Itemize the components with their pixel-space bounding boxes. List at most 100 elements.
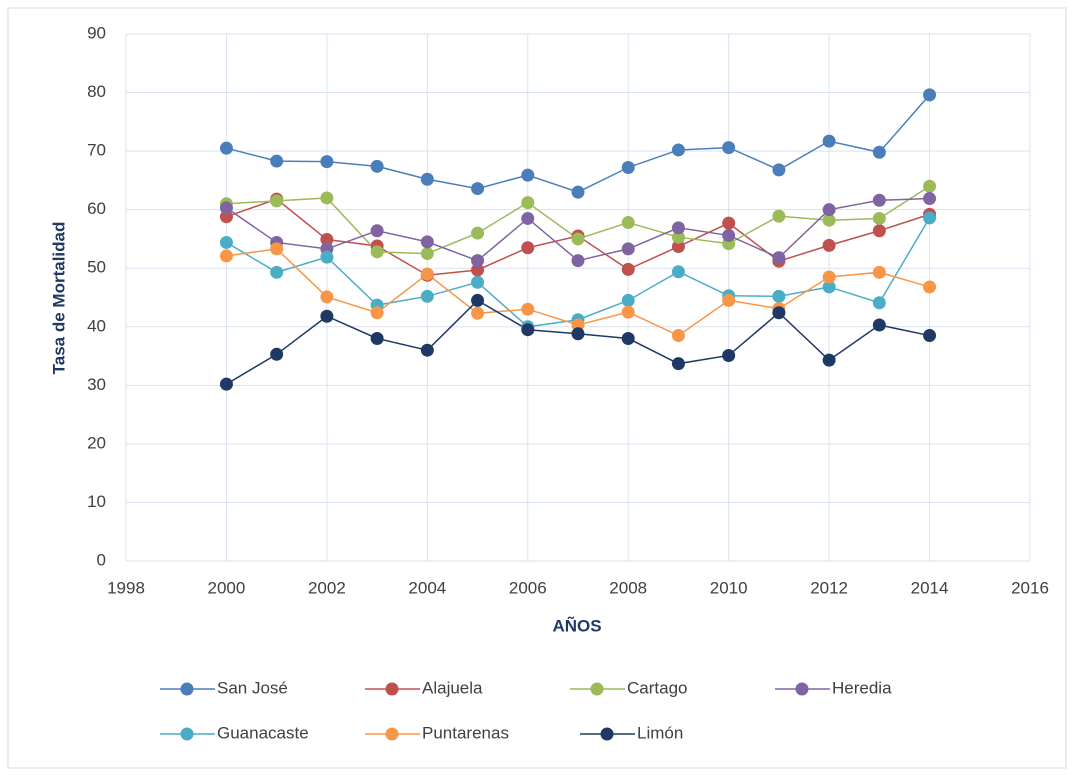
x-tick-label: 2006 — [509, 578, 547, 597]
data-point — [270, 242, 284, 256]
data-point — [320, 250, 334, 264]
data-point — [872, 145, 886, 159]
data-point — [872, 296, 886, 310]
y-tick-label: 40 — [87, 316, 106, 335]
x-tick-label: 2000 — [208, 578, 246, 597]
data-point — [671, 357, 685, 371]
data-point — [370, 224, 384, 238]
legend-marker — [180, 727, 194, 741]
x-tick-label: 2002 — [308, 578, 346, 597]
legend-marker — [180, 682, 194, 696]
legend-label: Cartago — [627, 678, 687, 697]
data-point — [471, 226, 485, 240]
data-point — [320, 233, 334, 247]
data-point — [872, 318, 886, 332]
data-point — [521, 211, 535, 225]
legend-marker — [600, 727, 614, 741]
data-point — [571, 254, 585, 268]
data-point — [370, 245, 384, 259]
data-point — [320, 155, 334, 169]
data-point — [872, 265, 886, 279]
x-axis-title: AÑOS — [552, 615, 601, 635]
data-point — [772, 163, 786, 177]
data-point — [270, 347, 284, 361]
y-tick-label: 90 — [87, 23, 106, 42]
data-point — [923, 179, 937, 193]
data-point — [370, 331, 384, 345]
data-point — [420, 267, 434, 281]
legend-label: Heredia — [832, 678, 892, 697]
y-tick-label: 10 — [87, 492, 106, 511]
data-point — [219, 377, 233, 391]
data-point — [772, 209, 786, 223]
data-point — [923, 280, 937, 294]
data-point — [270, 154, 284, 168]
data-point — [521, 168, 535, 182]
data-point — [571, 232, 585, 246]
legend-label: Alajuela — [422, 678, 483, 697]
data-point — [320, 191, 334, 205]
data-point — [521, 196, 535, 210]
data-point — [822, 238, 836, 252]
data-point — [219, 141, 233, 155]
data-point — [772, 289, 786, 303]
data-point — [722, 293, 736, 307]
data-point — [471, 182, 485, 196]
data-point — [671, 240, 685, 254]
x-tick-label: 2004 — [408, 578, 446, 597]
data-point — [370, 306, 384, 320]
data-point — [923, 88, 937, 102]
legend-label: Guanacaste — [217, 723, 309, 742]
data-point — [370, 159, 384, 173]
data-point — [621, 293, 635, 307]
data-point — [772, 251, 786, 265]
data-point — [471, 263, 485, 277]
y-axis-title: Tasa de Mortalidad — [49, 222, 68, 375]
chart-border — [7, 7, 1067, 769]
data-point — [822, 353, 836, 367]
data-point — [621, 305, 635, 319]
legend-marker — [385, 682, 399, 696]
data-point — [471, 293, 485, 307]
data-point — [621, 161, 635, 175]
legend-marker — [385, 727, 399, 741]
y-tick-label: 50 — [87, 258, 106, 277]
x-tick-label: 2012 — [810, 578, 848, 597]
legend-marker — [795, 682, 809, 696]
data-point — [722, 348, 736, 362]
data-point — [571, 185, 585, 199]
data-point — [822, 213, 836, 227]
x-tick-label: 1998 — [107, 578, 145, 597]
data-point — [521, 241, 535, 255]
data-point — [621, 216, 635, 230]
data-point — [872, 193, 886, 207]
y-tick-label: 30 — [87, 375, 106, 394]
data-point — [219, 235, 233, 249]
x-tick-label: 2010 — [710, 578, 748, 597]
legend-label: San José — [217, 678, 288, 697]
data-point — [521, 302, 535, 316]
legend-label: Puntarenas — [422, 723, 509, 742]
data-point — [923, 192, 937, 206]
data-point — [923, 211, 937, 225]
data-point — [471, 306, 485, 320]
x-tick-label: 2014 — [911, 578, 949, 597]
data-point — [219, 201, 233, 215]
data-point — [671, 221, 685, 235]
data-point — [822, 203, 836, 217]
data-point — [621, 242, 635, 256]
data-point — [270, 194, 284, 208]
data-point — [420, 247, 434, 261]
legend-marker — [590, 682, 604, 696]
data-point — [671, 329, 685, 343]
data-point — [621, 331, 635, 345]
data-point — [420, 343, 434, 357]
y-tick-label: 60 — [87, 199, 106, 218]
y-tick-label: 80 — [87, 82, 106, 101]
data-point — [722, 216, 736, 230]
data-point — [671, 143, 685, 157]
data-point — [822, 270, 836, 284]
x-tick-label: 2016 — [1011, 578, 1049, 597]
data-point — [923, 329, 937, 343]
